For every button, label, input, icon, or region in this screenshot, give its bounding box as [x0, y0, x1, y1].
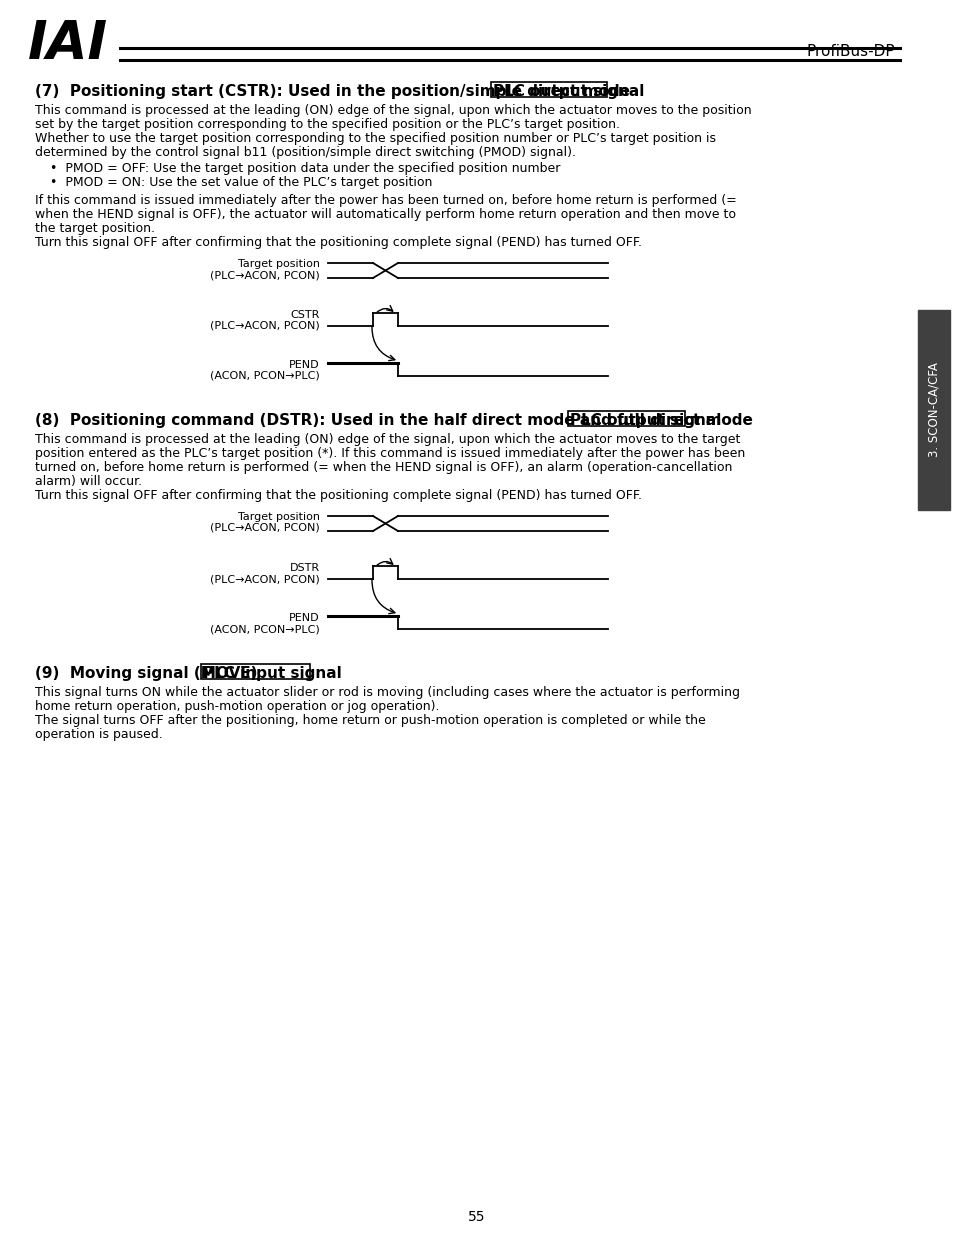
Text: Turn this signal OFF after confirming that the positioning complete signal (PEND: Turn this signal OFF after confirming th… [35, 236, 641, 249]
Text: 3. SCON-CA/CFA: 3. SCON-CA/CFA [926, 363, 940, 457]
Text: when the HEND signal is OFF), the actuator will automatically perform home retur: when the HEND signal is OFF), the actuat… [35, 207, 735, 221]
Text: This command is processed at the leading (ON) edge of the signal, upon which the: This command is processed at the leading… [35, 104, 751, 117]
Text: DSTR: DSTR [290, 563, 319, 573]
Text: (ACON, PCON→PLC): (ACON, PCON→PLC) [210, 370, 319, 382]
Text: Whether to use the target position corresponding to the specified position numbe: Whether to use the target position corre… [35, 132, 716, 144]
Text: If this command is issued immediately after the power has been turned on, before: If this command is issued immediately af… [35, 194, 736, 207]
Bar [200, 664, 310, 679]
Text: determined by the control signal b11 (position/simple direct switching (PMOD) si: determined by the control signal b11 (po… [35, 146, 576, 159]
Text: CSTR: CSTR [291, 310, 319, 320]
Text: position entered as the PLC’s target position (*). If this command is issued imm: position entered as the PLC’s target pos… [35, 447, 744, 459]
Text: set by the target position corresponding to the specified position or the PLC’s : set by the target position corresponding… [35, 119, 619, 131]
Text: home return operation, push-motion operation or jog operation).: home return operation, push-motion opera… [35, 700, 439, 713]
Bar [568, 411, 684, 426]
Text: •  PMOD = OFF: Use the target position data under the specified position number: • PMOD = OFF: Use the target position da… [50, 162, 559, 175]
Text: 55: 55 [468, 1210, 485, 1224]
Text: (9)  Moving signal (MOVE): (9) Moving signal (MOVE) [35, 666, 262, 680]
Text: •  PMOD = ON: Use the set value of the PLC’s target position: • PMOD = ON: Use the set value of the PL… [50, 177, 432, 189]
Bar [917, 310, 949, 510]
Text: PEND: PEND [289, 613, 319, 622]
Text: (8)  Positioning command (DSTR): Used in the half direct mode and full direct mo: (8) Positioning command (DSTR): Used in … [35, 412, 758, 429]
Text: Target position: Target position [237, 259, 319, 269]
Text: This signal turns ON while the actuator slider or rod is moving (including cases: This signal turns ON while the actuator … [35, 685, 740, 699]
Text: PLC output signal: PLC output signal [493, 84, 643, 99]
Text: operation is paused.: operation is paused. [35, 727, 163, 741]
Text: Turn this signal OFF after confirming that the positioning complete signal (PEND: Turn this signal OFF after confirming th… [35, 489, 641, 501]
Text: turned on, before home return is performed (= when the HEND signal is OFF), an a: turned on, before home return is perform… [35, 461, 732, 474]
Text: PEND: PEND [289, 359, 319, 370]
Text: the target position.: the target position. [35, 222, 154, 235]
Text: Target position: Target position [237, 513, 319, 522]
Text: (7)  Positioning start (CSTR): Used in the position/simple direct mode: (7) Positioning start (CSTR): Used in th… [35, 84, 635, 99]
Text: This command is processed at the leading (ON) edge of the signal, upon which the: This command is processed at the leading… [35, 433, 740, 446]
Text: PLC output signal: PLC output signal [570, 412, 721, 429]
Text: (ACON, PCON→PLC): (ACON, PCON→PLC) [210, 624, 319, 634]
Text: (PLC→ACON, PCON): (PLC→ACON, PCON) [210, 574, 319, 584]
Text: PLC input signal: PLC input signal [202, 666, 341, 680]
Bar [491, 82, 606, 98]
Text: (PLC→ACON, PCON): (PLC→ACON, PCON) [210, 522, 319, 534]
Text: ProfiBus-DP: ProfiBus-DP [805, 44, 894, 59]
Text: (PLC→ACON, PCON): (PLC→ACON, PCON) [210, 321, 319, 331]
Text: alarm) will occur.: alarm) will occur. [35, 475, 142, 488]
Text: The signal turns OFF after the positioning, home return or push-motion operation: The signal turns OFF after the positioni… [35, 714, 705, 727]
Text: (PLC→ACON, PCON): (PLC→ACON, PCON) [210, 270, 319, 280]
Text: IAI: IAI [28, 19, 108, 70]
